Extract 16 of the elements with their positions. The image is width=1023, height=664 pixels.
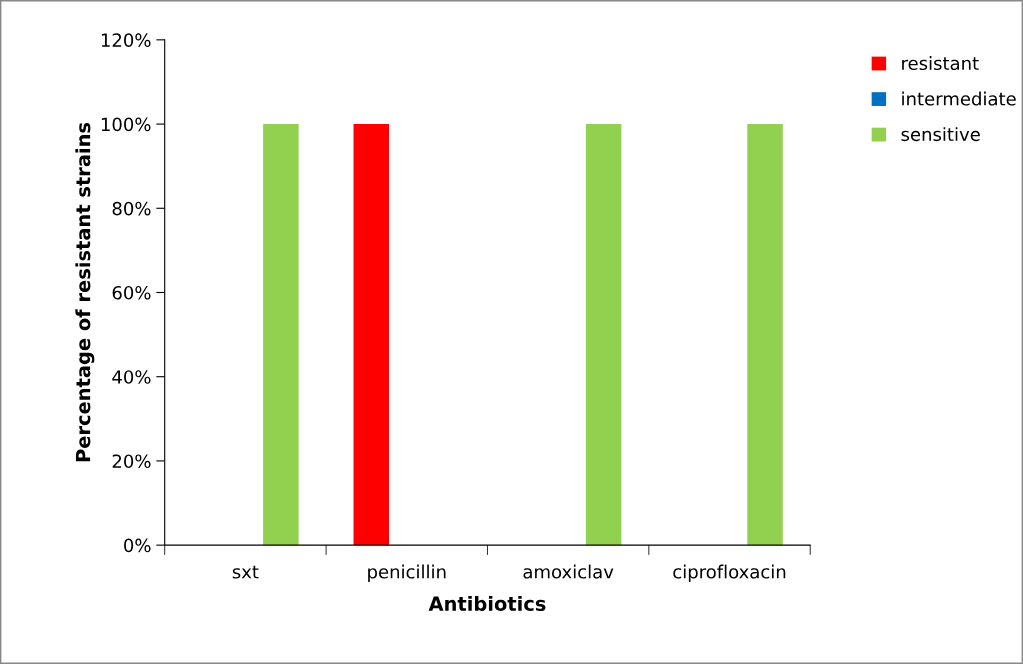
y-tick-label: 80% [112, 201, 151, 216]
x-axis-title: Antibiotics [428, 595, 546, 611]
x-tick-label: ciprofloxacin [673, 564, 786, 583]
legend-label: sensitive [901, 127, 980, 142]
y-tick-label: 0% [124, 538, 151, 553]
y-tick-label: 20% [112, 454, 151, 469]
y-tick-label: 40% [112, 370, 151, 384]
x-tick-label: penicillin [368, 564, 446, 583]
y-tick-label: 120% [101, 33, 151, 47]
legend-label: intermediate [902, 91, 1016, 106]
y-tick-label: 60% [112, 285, 151, 300]
legend-label: resistant [902, 56, 979, 71]
y-tick-label: 100% [101, 117, 151, 132]
x-tick-label: sxt [232, 565, 259, 579]
y-axis-title: Percentage of resistant strains [75, 122, 95, 462]
x-tick-label: amoxiclav [523, 564, 614, 579]
